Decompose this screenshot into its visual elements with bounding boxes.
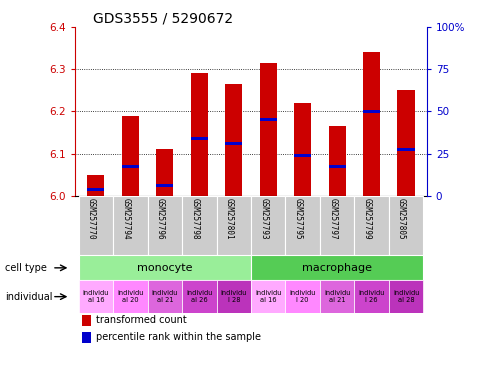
Bar <box>397 148 414 151</box>
Bar <box>319 280 354 313</box>
Bar <box>388 196 423 255</box>
Bar <box>147 196 182 255</box>
Text: GSM257801: GSM257801 <box>224 198 233 239</box>
Text: individu
al 26: individu al 26 <box>186 290 212 303</box>
Bar <box>156 184 173 187</box>
Text: individu
al 20: individu al 20 <box>117 290 143 303</box>
Text: GSM257793: GSM257793 <box>258 198 268 239</box>
Text: GSM257798: GSM257798 <box>190 198 199 239</box>
Bar <box>113 280 147 313</box>
Bar <box>251 255 423 280</box>
Text: transformed count: transformed count <box>96 315 187 325</box>
Text: GSM257799: GSM257799 <box>362 198 371 239</box>
Text: GSM257796: GSM257796 <box>155 198 165 239</box>
Text: individu
al 16: individu al 16 <box>255 290 281 303</box>
Bar <box>251 280 285 313</box>
Bar <box>388 280 423 313</box>
Bar <box>121 116 138 196</box>
Text: individu
l 26: individu l 26 <box>358 290 384 303</box>
Text: cell type: cell type <box>5 263 46 273</box>
Bar <box>121 165 138 168</box>
Text: GSM257794: GSM257794 <box>121 198 130 239</box>
Bar <box>259 63 276 196</box>
Text: monocyte: monocyte <box>137 263 192 273</box>
Bar <box>113 196 147 255</box>
Text: GSM257805: GSM257805 <box>396 198 405 239</box>
Bar <box>328 165 345 168</box>
Text: GSM257770: GSM257770 <box>87 198 96 239</box>
Bar <box>251 196 285 255</box>
Bar <box>397 90 414 196</box>
Bar <box>225 84 242 196</box>
Text: individu
al 28: individu al 28 <box>392 290 419 303</box>
Text: GDS3555 / 5290672: GDS3555 / 5290672 <box>92 12 232 26</box>
Bar <box>82 331 91 343</box>
Bar <box>259 118 276 121</box>
Text: percentile rank within the sample: percentile rank within the sample <box>96 332 261 342</box>
Bar <box>225 142 242 144</box>
Text: individual: individual <box>5 291 52 302</box>
Bar <box>190 73 208 196</box>
Bar <box>182 280 216 313</box>
Text: GSM257797: GSM257797 <box>328 198 336 239</box>
Bar <box>354 196 388 255</box>
Bar <box>78 255 251 280</box>
Bar <box>82 314 91 326</box>
Bar <box>156 149 173 196</box>
Bar <box>78 196 113 255</box>
Bar <box>319 196 354 255</box>
Bar <box>328 126 345 196</box>
Text: individu
al 21: individu al 21 <box>151 290 178 303</box>
Bar <box>293 154 311 157</box>
Bar <box>216 280 251 313</box>
Bar <box>78 280 113 313</box>
Bar <box>190 137 208 140</box>
Bar <box>354 280 388 313</box>
Bar <box>182 196 216 255</box>
Text: individu
al 21: individu al 21 <box>323 290 349 303</box>
Text: macrophage: macrophage <box>302 263 371 273</box>
Text: individu
al 16: individu al 16 <box>82 290 109 303</box>
Bar <box>216 196 251 255</box>
Bar <box>87 188 104 191</box>
Bar <box>285 196 319 255</box>
Text: individu
l 28: individu l 28 <box>220 290 246 303</box>
Text: individu
l 20: individu l 20 <box>289 290 315 303</box>
Bar <box>87 175 104 196</box>
Bar <box>363 52 379 196</box>
Bar <box>363 110 379 113</box>
Bar <box>293 103 311 196</box>
Text: GSM257795: GSM257795 <box>293 198 302 239</box>
Bar <box>285 280 319 313</box>
Bar <box>147 280 182 313</box>
